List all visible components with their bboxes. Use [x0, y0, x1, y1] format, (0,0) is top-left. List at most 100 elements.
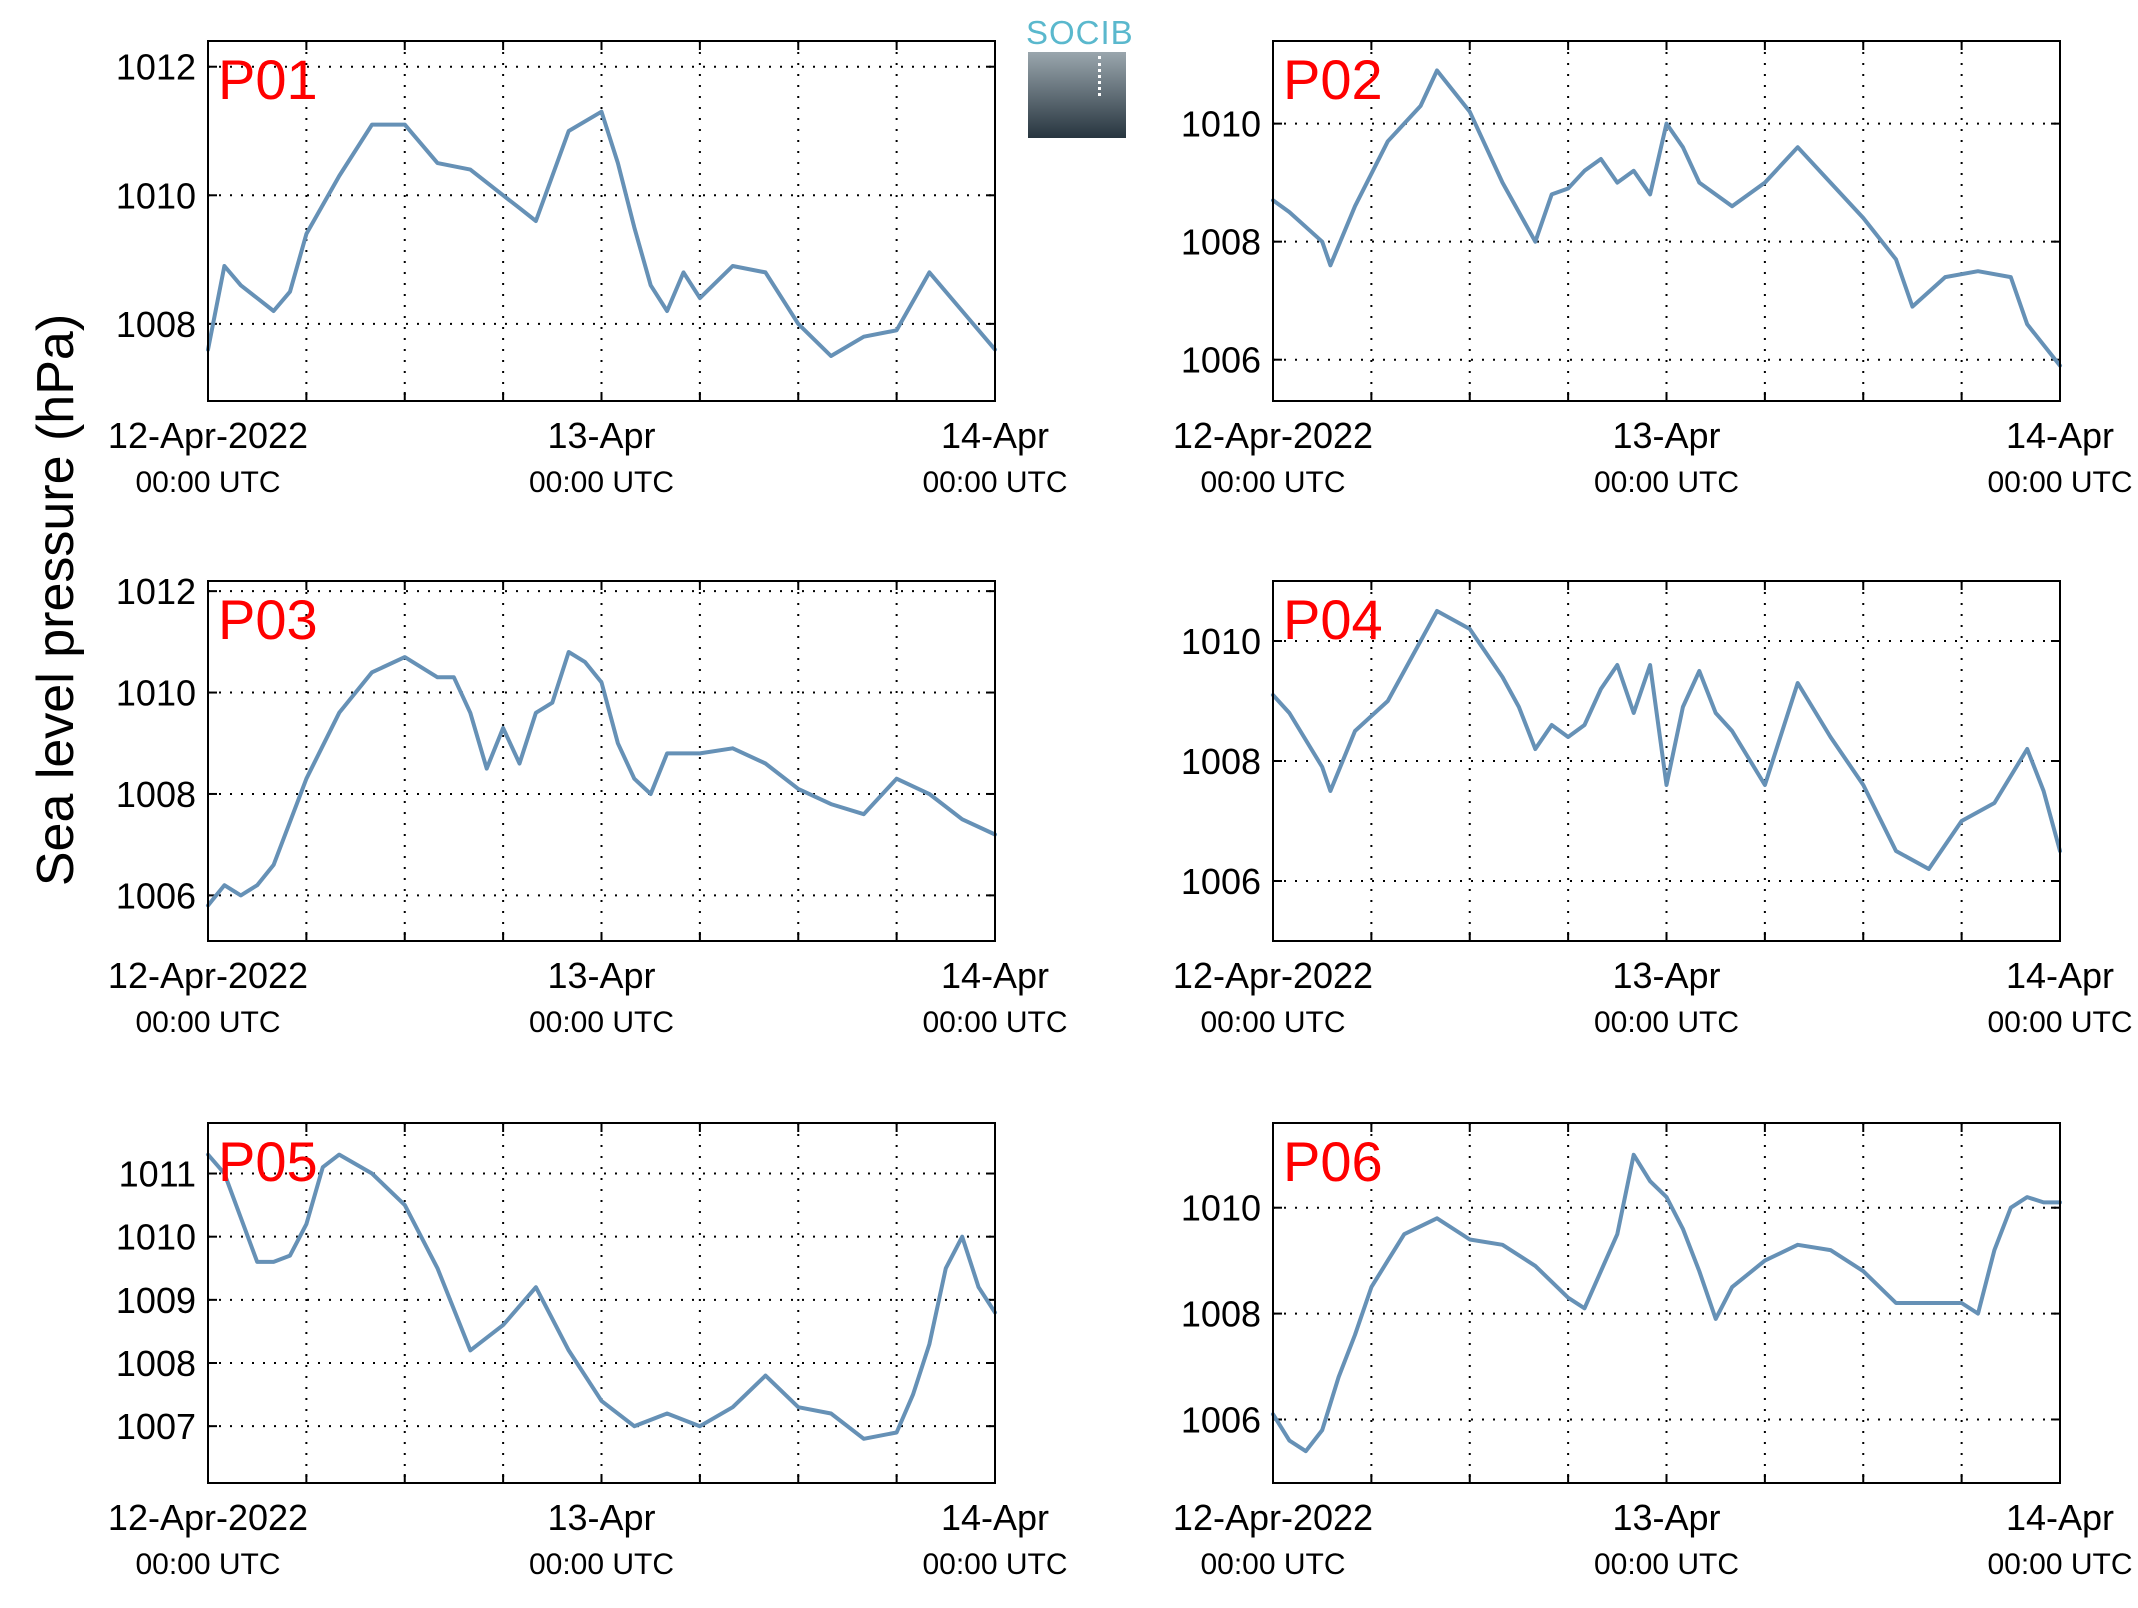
data-point [1697, 669, 1701, 673]
data-point [1386, 1259, 1390, 1263]
x-tick-label-date: 14-Apr [941, 415, 1049, 456]
data-point [829, 1412, 833, 1416]
panel-label: P05 [218, 1130, 318, 1193]
data-point [1796, 681, 1800, 685]
logo-text: SOCIB [1026, 14, 1134, 51]
y-tick-label: 1008 [1181, 741, 1261, 782]
data-point [1615, 181, 1619, 185]
data-point [1763, 783, 1767, 787]
series-line [206, 109, 997, 358]
data-point [1337, 1375, 1341, 1379]
data-point [1992, 1248, 1996, 1252]
x-tick-label-date: 12-Apr-2022 [108, 415, 308, 456]
data-point [288, 290, 292, 294]
data-point [1468, 1237, 1472, 1241]
data-point [550, 174, 554, 178]
data-point [567, 1348, 571, 1352]
data-point [304, 232, 308, 236]
data-point [1861, 216, 1865, 220]
x-tick-label-time: 00:00 UTC [529, 1006, 674, 1039]
x-tick-label-date: 14-Apr [2006, 1497, 2114, 1538]
data-point [337, 174, 341, 178]
data-point [501, 1323, 505, 1327]
x-tick-label-time: 00:00 UTC [135, 466, 280, 499]
data-point [1583, 723, 1587, 727]
data-point [468, 1348, 472, 1352]
data-point [1714, 1317, 1718, 1321]
data-point [927, 270, 931, 274]
x-tick-label-date: 12-Apr-2022 [1173, 1497, 1373, 1538]
data-point [534, 1285, 538, 1289]
data-point [927, 1342, 931, 1346]
data-point [1328, 789, 1332, 793]
data-point [403, 1203, 407, 1207]
data-point [1796, 145, 1800, 149]
data-point [1763, 1259, 1767, 1263]
plot-frame [1272, 1122, 2061, 1484]
data-point [1599, 157, 1603, 161]
series-line [1271, 609, 2062, 871]
data-point [1320, 1428, 1324, 1432]
x-tick-label-time: 00:00 UTC [922, 466, 1067, 499]
data-point [1665, 1195, 1668, 1199]
data-point [518, 206, 522, 210]
chart-panel-p06: 1006 1008 1010 P06 12-Apr-2022 00:00 UTC 13-Ap… [1173, 1122, 2133, 1581]
data-point [1566, 187, 1570, 191]
data-point [370, 670, 374, 674]
data-point [304, 777, 308, 781]
data-point [731, 264, 735, 268]
data-point [1665, 783, 1668, 787]
data-point [1697, 1269, 1701, 1273]
data-point [1730, 1285, 1734, 1289]
x-tick-label-date: 12-Apr-2022 [1173, 415, 1373, 456]
data-point [895, 1430, 899, 1434]
logo-block [1028, 52, 1126, 138]
data-point [239, 893, 243, 897]
x-tick-label-time: 00:00 UTC [1987, 466, 2132, 499]
data-point [895, 328, 899, 332]
y-tick-label: 1008 [116, 774, 196, 815]
data-point [239, 283, 243, 287]
data-point [665, 309, 669, 313]
data-point [1927, 1301, 1931, 1305]
data-point [1320, 240, 1324, 244]
x-tick-label-date: 14-Apr [2006, 415, 2114, 456]
y-tick-label: 1006 [1181, 1399, 1261, 1440]
x-tick-label-time: 00:00 UTC [1594, 1548, 1739, 1581]
data-point [763, 270, 767, 274]
data-point [1501, 181, 1505, 185]
data-point [468, 168, 472, 172]
data-point [1943, 275, 1947, 279]
panel-label: P06 [1283, 1130, 1383, 1193]
x-tick-label-time: 00:00 UTC [135, 1006, 280, 1039]
data-point [1287, 1439, 1291, 1443]
data-point [616, 741, 620, 745]
data-point [763, 762, 767, 766]
data-point [1320, 765, 1324, 769]
x-tick-label-time: 00:00 UTC [922, 1006, 1067, 1039]
data-point [1861, 1269, 1865, 1273]
data-point [2042, 1200, 2046, 1204]
data-point [1632, 169, 1636, 173]
data-point [1828, 181, 1832, 185]
data-point [1763, 181, 1767, 185]
data-point [1435, 1216, 1439, 1220]
data-point [796, 322, 800, 326]
data-point [288, 1254, 292, 1258]
data-point [1566, 735, 1570, 739]
data-point [649, 283, 653, 287]
data-point [1353, 1333, 1357, 1337]
data-point [2042, 789, 2046, 793]
data-point [731, 1405, 735, 1409]
data-point [1353, 204, 1357, 208]
data-point [1328, 263, 1332, 267]
plot-frame [207, 40, 996, 402]
data-point [534, 219, 538, 223]
data-point [1402, 1232, 1406, 1236]
data-point [583, 660, 587, 664]
data-point [255, 1260, 259, 1264]
data-point [403, 655, 407, 659]
data-point [632, 225, 636, 229]
data-point [1517, 210, 1521, 214]
x-tick-label-date: 13-Apr [1612, 955, 1720, 996]
